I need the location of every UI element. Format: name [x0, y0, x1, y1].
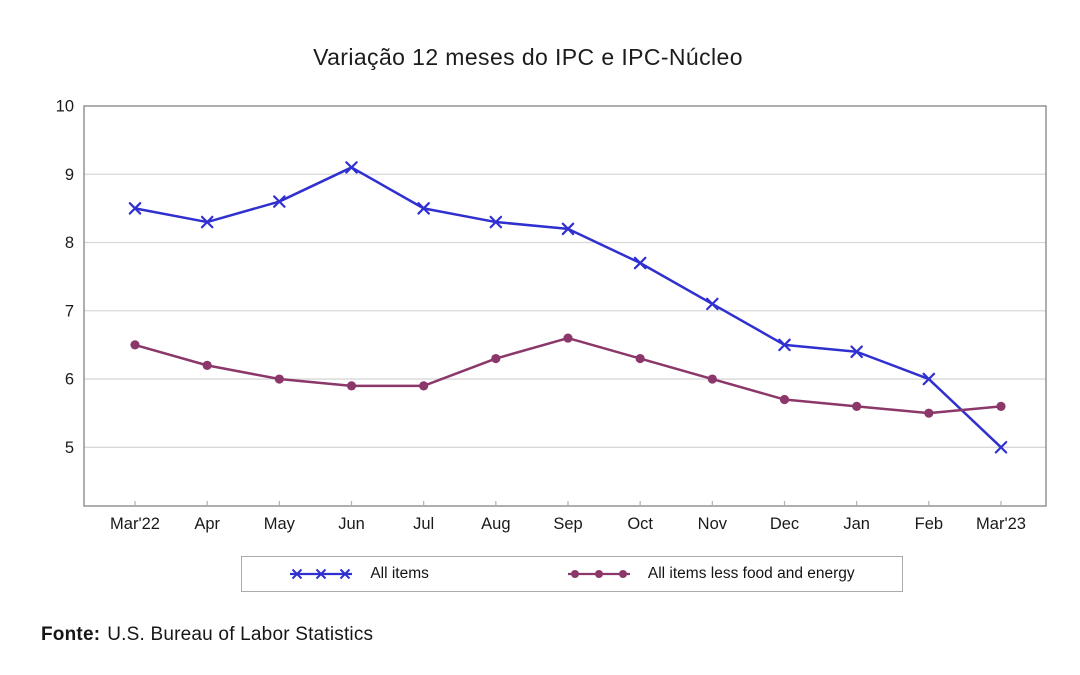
- series-1-marker-dot: [130, 340, 140, 350]
- series-1-marker-dot: [635, 353, 645, 364]
- series-1-marker-dot: [924, 408, 934, 418]
- series-0-marker-x: [922, 372, 936, 386]
- series-0-marker-x: [633, 256, 647, 270]
- series-0-marker-x: [778, 338, 791, 352]
- source-note: Fonte: U.S. Bureau of Labor Statistics: [41, 624, 373, 646]
- series-1-marker-dot: [779, 394, 790, 405]
- series-0-marker-x: [994, 440, 1008, 454]
- y-tick-label-9: 9: [65, 166, 74, 184]
- series-1-marker-dot: [346, 381, 357, 391]
- x-tick-label-6: Sep: [553, 515, 582, 533]
- series-1-marker-dot: [202, 360, 212, 370]
- legend-label-core: All items less food and energy: [647, 565, 855, 582]
- all-items-line-sample-icon: [290, 568, 353, 580]
- x-tick-label-5: Aug: [481, 515, 510, 533]
- source-text: U.S. Bureau of Labor Statistics: [107, 624, 374, 645]
- series-1-marker-dot: [419, 381, 429, 391]
- y-tick-label-5: 5: [65, 439, 74, 457]
- series-0-marker-x: [273, 195, 286, 208]
- legend-entry-core: All items less food and energy: [567, 565, 855, 583]
- series-1-marker-dot: [274, 374, 284, 384]
- x-tick-label-1: Apr: [194, 515, 220, 533]
- series-0-marker-x: [706, 297, 719, 311]
- x-tick-label-0: Mar'22: [110, 515, 160, 533]
- series-0-marker-x: [200, 215, 214, 229]
- x-tick-label-12: Mar'23: [976, 515, 1026, 533]
- series-0-marker-x: [128, 202, 142, 215]
- x-tick-label-3: Jun: [338, 515, 365, 533]
- y-tick-label-10: 10: [56, 98, 74, 116]
- y-tick-label-7: 7: [65, 302, 74, 320]
- series-1-marker-dot: [996, 401, 1006, 411]
- series-0-marker-x: [489, 215, 503, 229]
- legend-label-all-items: All items: [370, 565, 429, 582]
- series-0-marker-x: [561, 222, 575, 236]
- y-tick-label-6: 6: [65, 371, 74, 389]
- source-label: Fonte:: [41, 624, 101, 645]
- legend-entry-all-items: All items: [289, 565, 429, 583]
- x-tick-label-4: Jul: [413, 515, 434, 533]
- plot-frame: [83, 105, 1047, 507]
- x-tick-label-2: May: [264, 515, 296, 533]
- series-1-marker-dot: [563, 333, 573, 343]
- chart-title: Variação 12 meses do IPC e IPC-Núcleo: [313, 44, 743, 70]
- series-line-1: [134, 336, 1002, 415]
- series-0-marker-x: [345, 161, 358, 174]
- series-line-0: [134, 166, 1002, 449]
- series-1-marker-dot: [852, 401, 862, 411]
- core-line-sample-icon: [567, 570, 630, 578]
- x-tick-label-9: Dec: [770, 515, 799, 533]
- series-0-marker-x: [417, 202, 430, 215]
- series-1-marker-dot: [491, 353, 501, 364]
- y-tick-label-8: 8: [65, 234, 74, 252]
- x-tick-label-10: Jan: [843, 515, 870, 533]
- x-tick-label-11: Feb: [915, 515, 943, 533]
- x-tick-label-8: Nov: [698, 515, 728, 533]
- series-1-marker-dot: [707, 374, 717, 384]
- x-tick-label-7: Oct: [627, 515, 653, 533]
- legend-box: All items All items less food and energy: [241, 556, 903, 592]
- series-0-marker-x: [850, 345, 863, 359]
